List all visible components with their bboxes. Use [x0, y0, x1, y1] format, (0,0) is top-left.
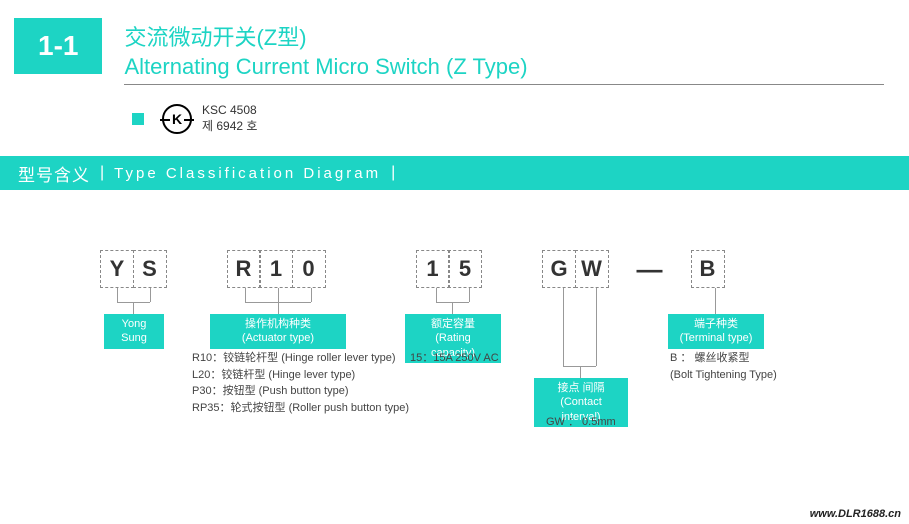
- detail-actuator: R10：铰链轮杆型 (Hinge roller lever type) L20：…: [192, 350, 409, 416]
- section-banner: 型号含义 | Type Classification Diagram |: [0, 156, 909, 190]
- detail-terminal: B ： 螺丝收紧型 (Bolt Tightening Type): [670, 350, 777, 383]
- detail-rating: 15：15A 250V AC: [410, 350, 499, 367]
- label-brand: Yong Sung: [104, 314, 164, 349]
- cert-code: KSC 4508: [202, 103, 257, 119]
- code-group-rating: 1 5: [416, 250, 483, 288]
- code-dash: —: [637, 254, 663, 285]
- bullet-square-icon: [132, 113, 144, 125]
- section-number-badge: 1-1: [14, 18, 102, 74]
- code-char: B: [691, 250, 725, 288]
- detail-contact: GW ： 0.5mm: [546, 414, 616, 431]
- banner-title-en: Type Classification Diagram: [114, 165, 381, 182]
- watermark: www.DLR1688.cn: [810, 508, 901, 520]
- code-char: Y: [100, 250, 134, 288]
- title-english: Alternating Current Micro Switch (Z Type…: [124, 54, 884, 80]
- code-char: S: [133, 250, 167, 288]
- label-terminal: 端子种类(Terminal type): [668, 314, 764, 349]
- banner-separator: |: [100, 164, 104, 182]
- code-char: 0: [292, 250, 326, 288]
- code-char: W: [575, 250, 609, 288]
- banner-title-cn: 型号含义: [18, 161, 90, 186]
- code-group-contact: G W: [542, 250, 609, 288]
- code-group-terminal: B: [691, 250, 725, 288]
- cert-number: 제 6942 호: [202, 119, 257, 135]
- title-underline: [124, 84, 884, 85]
- certification-row: K KSC 4508 제 6942 호: [132, 103, 909, 134]
- title-chinese: 交流微动开关(Z型): [124, 20, 884, 52]
- banner-separator: |: [391, 164, 395, 182]
- code-group-brand: Y S: [100, 250, 167, 288]
- code-group-actuator: R 1 0: [227, 250, 326, 288]
- code-char: 1: [259, 250, 293, 288]
- code-char: 5: [448, 250, 482, 288]
- code-char: R: [227, 250, 261, 288]
- ks-mark-icon: K: [162, 104, 192, 134]
- label-actuator: 操作机构种类(Actuator type): [210, 314, 346, 349]
- code-char: 1: [416, 250, 450, 288]
- classification-diagram: Y S R 1 0 1 5 G W — B Yong Sung 操作机: [0, 250, 909, 510]
- code-char: G: [542, 250, 576, 288]
